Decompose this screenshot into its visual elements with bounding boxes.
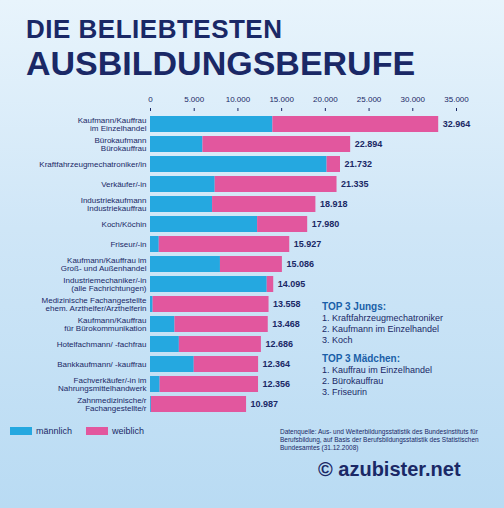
svg-text:Medizinische Fachangestellteeh: Medizinische Fachangestellteehem. Arzthe… xyxy=(42,296,147,313)
svg-text:Koch/Köchin: Koch/Köchin xyxy=(102,220,147,229)
svg-text:20.000: 20.000 xyxy=(313,95,338,104)
svg-text:32.964: 32.964 xyxy=(443,119,471,129)
html-text:weiblich: weiblich xyxy=(112,426,144,436)
svg-text:Industriemechaniker/-in(alle F: Industriemechaniker/-in(alle Fachrichtun… xyxy=(63,276,146,293)
html-text:männlich: männlich xyxy=(36,426,72,436)
svg-text:18.918: 18.918 xyxy=(320,199,348,209)
svg-text:Kaufmann/Kauffrau imGroß- und: Kaufmann/Kauffrau imGroß- und Außenhande… xyxy=(61,256,147,273)
html-text:Datenquelle: Aus- und Weiterbi: Datenquelle: Aus- und Weiterbildungsstat… xyxy=(280,428,479,451)
svg-text:35.000: 35.000 xyxy=(444,95,469,104)
svg-text:13.558: 13.558 xyxy=(273,299,301,309)
html-text:© azubister.net: © azubister.net xyxy=(318,458,461,480)
svg-text:17.980: 17.980 xyxy=(312,219,340,229)
svg-text:Bankkaufmann/ -kauffrau: Bankkaufmann/ -kauffrau xyxy=(57,360,146,369)
svg-text:12.686: 12.686 xyxy=(265,339,293,349)
html-text:2. Bürokauffrau: 2. Bürokauffrau xyxy=(322,376,384,386)
html-text:AUSBILDUNGSBERUFE: AUSBILDUNGSBERUFE xyxy=(26,44,416,82)
svg-text:0: 0 xyxy=(148,95,153,104)
svg-text:21.335: 21.335 xyxy=(341,179,369,189)
svg-text:Kraftfahrzeugmechatroniker/in: Kraftfahrzeugmechatroniker/in xyxy=(39,160,146,169)
svg-text:13.468: 13.468 xyxy=(272,319,300,329)
svg-text:Hotelfachmann/ -fachfrau: Hotelfachmann/ -fachfrau xyxy=(57,340,147,349)
svg-text:Verkäufer/-in: Verkäufer/-in xyxy=(101,180,146,189)
svg-text:10.987: 10.987 xyxy=(251,399,279,409)
svg-text:12.356: 12.356 xyxy=(263,379,291,389)
svg-text:BürokaufmannBürokauffrau: BürokaufmannBürokauffrau xyxy=(94,136,146,153)
svg-text:14.095: 14.095 xyxy=(278,279,306,289)
svg-text:Zahnmedizinische/rFachangestel: Zahnmedizinische/rFachangestellte/r xyxy=(77,396,147,413)
svg-text:25.000: 25.000 xyxy=(357,95,382,104)
svg-text:Kaufmann/Kauffrauim Einzelhand: Kaufmann/Kauffrauim Einzelhandel xyxy=(78,116,147,133)
svg-text:Fachverkäufer/-in imNahrungsmi: Fachverkäufer/-in imNahrungsmittelhandwe… xyxy=(58,376,147,393)
html-text:1. Kauffrau im Einzelhandel: 1. Kauffrau im Einzelhandel xyxy=(322,365,432,375)
html-text:3. Koch: 3. Koch xyxy=(322,335,353,345)
svg-text:15.927: 15.927 xyxy=(294,239,322,249)
svg-text:Kaufmann/Kauffraufür Bürokommu: Kaufmann/Kauffraufür Bürokommunikation xyxy=(64,316,146,333)
svg-text:15.000: 15.000 xyxy=(269,95,294,104)
svg-text:15.086: 15.086 xyxy=(286,259,314,269)
svg-text:5.000: 5.000 xyxy=(184,95,205,104)
html-text:2. Kaufmann im Einzelhandel: 2. Kaufmann im Einzelhandel xyxy=(322,324,440,334)
svg-text:30.000: 30.000 xyxy=(401,95,426,104)
html-text:DIE BELIEBTESTEN: DIE BELIEBTESTEN xyxy=(26,14,283,44)
svg-text:22.894: 22.894 xyxy=(355,139,383,149)
svg-text:Friseur/-in: Friseur/-in xyxy=(110,240,146,249)
svg-text:12.364: 12.364 xyxy=(263,359,291,369)
html-text:TOP 3 Mädchen:: TOP 3 Mädchen: xyxy=(322,353,400,364)
svg-text:IndustriekaufmannIndustriekauf: IndustriekaufmannIndustriekauffrau xyxy=(81,196,147,213)
svg-text:10.000: 10.000 xyxy=(226,95,251,104)
html-text:TOP 3 Jungs:: TOP 3 Jungs: xyxy=(322,301,387,312)
html-text:1. Kraftfahrzeugmechatroniker: 1. Kraftfahrzeugmechatroniker xyxy=(322,313,444,323)
svg-text:21.732: 21.732 xyxy=(344,159,372,169)
html-text:3. Friseurin: 3. Friseurin xyxy=(322,387,367,397)
